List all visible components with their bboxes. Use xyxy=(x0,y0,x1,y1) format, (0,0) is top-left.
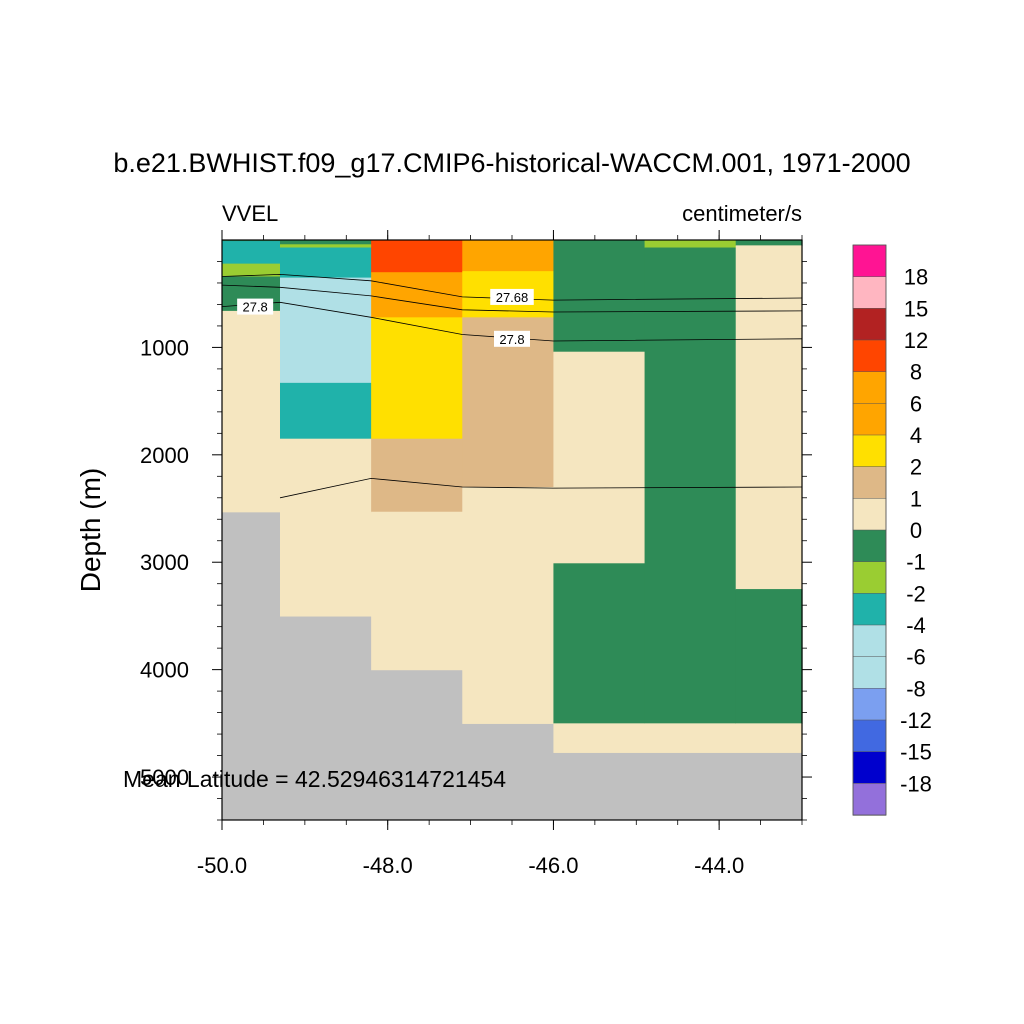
colorbar-swatch xyxy=(852,403,887,436)
colorbar-label: -12 xyxy=(900,708,932,733)
heatmap-cell xyxy=(280,247,372,279)
heatmap-cell xyxy=(371,511,463,671)
colorbar-label: 4 xyxy=(910,423,922,448)
heatmap-cell xyxy=(280,382,372,440)
colorbar-swatch xyxy=(852,561,887,594)
heatmap-cell xyxy=(735,240,803,246)
colorbar-swatch xyxy=(852,466,887,499)
heatmap-cell xyxy=(735,589,803,724)
colorbar-swatch xyxy=(852,308,887,341)
colorbar-label: 12 xyxy=(904,328,928,353)
heatmap-cell xyxy=(553,351,646,564)
heatmap-cell xyxy=(553,723,646,753)
contour-line xyxy=(279,477,803,499)
y-axis-label: Depth (m) xyxy=(75,468,106,592)
colorbar-label: -4 xyxy=(906,613,926,638)
mean-latitude-annotation: Mean Latitude = 42.52946314721454 xyxy=(123,766,506,792)
x-tick-label: -46.0 xyxy=(528,853,578,878)
colorbar-legend: 18 15 12 8 6 4 2 1 0 -1 -2 -4 -6 -8 -12 -15 -18 xyxy=(852,244,932,816)
y-tick-label: 3000 xyxy=(140,550,189,575)
heatmap-cell xyxy=(371,438,463,513)
heatmap-cell xyxy=(280,438,372,617)
heatmap-cell xyxy=(553,240,646,353)
heatmap-cell xyxy=(222,241,281,265)
x-tick-label: -50.0 xyxy=(197,853,247,878)
colorbar-label: -1 xyxy=(906,550,926,575)
x-tick-label: -44.0 xyxy=(694,853,744,878)
colorbar-label: -8 xyxy=(906,676,926,701)
colorbar-swatch xyxy=(852,339,887,373)
colorbar-label: 1 xyxy=(910,486,922,511)
contour-label: 27.68 xyxy=(496,290,529,305)
heatmap-cell xyxy=(222,240,281,242)
colorbar-swatch xyxy=(852,498,887,531)
colorbar-swatch xyxy=(852,719,887,753)
contour-layer: 27.8 27.68 27.8 xyxy=(221,273,803,499)
colorbar-swatch xyxy=(852,783,887,816)
units-label: centimeter/s xyxy=(682,201,802,226)
colorbar-label: 0 xyxy=(910,518,922,543)
plot-area xyxy=(222,240,803,820)
colorbar-label: 6 xyxy=(910,391,922,416)
y-tick-label: 2000 xyxy=(140,443,189,468)
contour-label: 27.8 xyxy=(499,332,524,347)
axes-layer: -50.0 -48.0 -46.0 -44.0 1000 2000 3000 4000 5000 xyxy=(140,230,812,878)
y-tick-label: 5000 xyxy=(140,765,189,790)
heatmap-cell xyxy=(735,723,803,753)
chart-title: b.e21.BWHIST.f09_g17.CMIP6-historical-WA… xyxy=(113,148,910,178)
heatmap-cell xyxy=(553,563,646,724)
heatmap-cell xyxy=(644,240,737,249)
contour-label-box xyxy=(237,298,274,315)
x-tick-label: -48.0 xyxy=(363,853,413,878)
heatmap-cell xyxy=(371,317,463,440)
colorbar-label: 2 xyxy=(910,455,922,480)
colorbar-label: 15 xyxy=(904,296,928,321)
contour-label-box xyxy=(490,288,534,305)
contour-label: 27.8 xyxy=(242,300,267,315)
colorbar-label: 18 xyxy=(904,265,928,290)
colorbar-label: -6 xyxy=(906,645,926,670)
colorbar-label: -15 xyxy=(900,740,932,765)
heatmap-cell xyxy=(371,240,463,273)
colorbar-label: 8 xyxy=(910,360,922,385)
colorbar-swatch xyxy=(852,624,887,658)
heatmap-cell xyxy=(222,310,281,513)
y-tick-label: 4000 xyxy=(140,658,189,683)
heatmap-cell xyxy=(371,272,463,318)
colorbar-swatch xyxy=(852,656,887,689)
colorbar-swatch xyxy=(852,371,887,404)
colorbar-swatch xyxy=(852,276,887,309)
heatmap-cell xyxy=(280,240,372,245)
heatmap-cell xyxy=(280,244,372,249)
heatmap-cell xyxy=(222,263,281,278)
heatmap-cell xyxy=(462,240,555,272)
heatmap-cell xyxy=(280,277,372,384)
heatmap-cell xyxy=(644,723,737,753)
colorbar-label: -2 xyxy=(906,581,926,606)
colorbar-swatch xyxy=(852,593,887,626)
colorbar-swatch xyxy=(852,434,887,468)
contour-line xyxy=(221,273,803,301)
y-tick-label: 1000 xyxy=(140,335,189,360)
colorbar-frame xyxy=(852,244,887,816)
heatmap-cell xyxy=(462,487,555,724)
colorbar-swatch xyxy=(852,751,887,784)
colorbar-swatch xyxy=(852,244,887,278)
colorbar-swatch xyxy=(852,688,887,721)
colorbar-swatch xyxy=(852,529,887,563)
contour-label-box xyxy=(494,330,530,347)
colorbar-label: -18 xyxy=(900,771,932,796)
variable-label: VVEL xyxy=(222,201,278,226)
heatmap-cell xyxy=(644,247,737,724)
heatmap-cell xyxy=(735,245,803,590)
contour-line xyxy=(221,284,803,313)
